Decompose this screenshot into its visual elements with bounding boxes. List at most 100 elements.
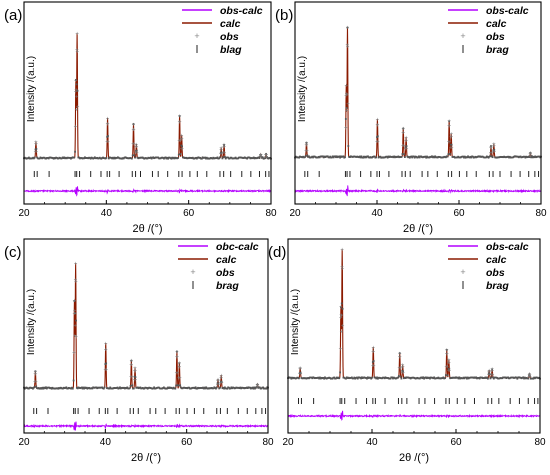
panel-label: (c) xyxy=(4,244,22,261)
obs-point xyxy=(344,156,346,159)
obs-point xyxy=(178,115,181,117)
obs-point: + xyxy=(340,330,344,336)
obs-point xyxy=(488,372,491,375)
obs-point xyxy=(466,156,469,159)
obs-point xyxy=(366,377,368,380)
obs-point: + xyxy=(135,144,139,150)
obs-point xyxy=(527,377,530,380)
obs-point xyxy=(133,154,136,157)
obs-point: + xyxy=(75,95,79,101)
legend-label: obs-calc xyxy=(486,5,529,17)
obs-point xyxy=(356,377,359,380)
obs-point: + xyxy=(106,122,110,128)
obs-point xyxy=(487,377,489,380)
obs-point xyxy=(345,106,348,109)
obs-point xyxy=(338,155,341,158)
obs-point: + xyxy=(219,381,223,387)
obs-point: + xyxy=(33,379,37,385)
obs-point xyxy=(103,386,106,389)
obs-point xyxy=(365,156,368,159)
obs-point: + xyxy=(74,278,78,284)
obs-point xyxy=(134,376,137,379)
obs-point: + xyxy=(132,142,136,148)
obs-point xyxy=(462,155,464,158)
obs-point: + xyxy=(490,372,494,378)
obs-point: + xyxy=(129,375,133,381)
obs-point: + xyxy=(175,355,179,361)
legend-label: calc xyxy=(216,254,237,266)
obs-point xyxy=(179,384,182,387)
obs-point: + xyxy=(339,313,343,319)
obs-point: + xyxy=(305,141,309,147)
obs-point xyxy=(128,387,131,390)
obs-point: + xyxy=(487,373,491,379)
legend-label: obs xyxy=(220,31,239,43)
obs-point: + xyxy=(74,280,78,286)
obs-point xyxy=(73,300,76,303)
obs-point xyxy=(71,387,74,390)
obs-point xyxy=(386,156,389,159)
obs-point: + xyxy=(177,365,181,371)
obs-point xyxy=(74,312,77,315)
obs-point: + xyxy=(376,140,380,146)
obs-point xyxy=(126,386,129,389)
x-axis-label: 2θ /(°) xyxy=(131,452,161,464)
obs-point: + xyxy=(447,358,451,364)
obs-point: + xyxy=(450,135,454,141)
obs-point xyxy=(219,156,221,159)
obs-point: + xyxy=(217,382,221,388)
obs-point xyxy=(457,377,460,380)
obs-point xyxy=(157,156,160,159)
obs-point xyxy=(223,387,225,390)
x-tick-label: 80 xyxy=(534,437,546,448)
obs-point xyxy=(76,387,79,390)
obs-point: + xyxy=(74,90,78,96)
obs-point xyxy=(340,302,343,305)
obs-point xyxy=(371,361,374,363)
obs-point: + xyxy=(34,370,38,376)
obs-point xyxy=(413,155,415,158)
obs-point xyxy=(376,376,378,379)
obs-point xyxy=(338,377,341,380)
obs-point xyxy=(319,376,321,379)
obs-point xyxy=(306,154,309,157)
obs-point: + xyxy=(448,369,452,375)
obs-point: + xyxy=(34,142,38,148)
legend-swatch-obs: + xyxy=(190,267,195,277)
obs-point xyxy=(221,157,224,160)
obs-point: + xyxy=(219,148,223,154)
obs-point: + xyxy=(75,108,79,114)
obs-point xyxy=(204,387,207,390)
obs-point: + xyxy=(104,348,108,354)
obs-point: + xyxy=(216,377,220,383)
obs-point xyxy=(491,368,494,371)
obs-point: + xyxy=(405,138,409,144)
obs-point: + xyxy=(529,153,533,159)
obs-point xyxy=(463,156,465,159)
obs-point xyxy=(360,377,362,380)
obs-point xyxy=(35,385,38,388)
obs-point xyxy=(305,141,308,144)
obs-point xyxy=(478,377,481,380)
obs-point: + xyxy=(344,126,348,132)
obs-point xyxy=(530,156,533,159)
x-tick-label: 20 xyxy=(18,208,30,219)
obs-point xyxy=(358,155,361,158)
obs-point: + xyxy=(528,372,532,378)
obs-point xyxy=(444,156,447,159)
legend-label: obs xyxy=(486,267,505,279)
difference-line xyxy=(23,421,269,432)
obs-point: + xyxy=(74,335,78,341)
obs-point: + xyxy=(372,350,376,356)
obs-point: + xyxy=(74,88,78,94)
obs-point xyxy=(217,382,220,385)
obs-point: + xyxy=(401,365,405,371)
obs-point: + xyxy=(305,143,309,149)
obs-point xyxy=(425,156,428,159)
obs-point xyxy=(424,155,427,158)
obs-point xyxy=(523,377,525,380)
obs-point: + xyxy=(304,149,308,155)
obs-point: + xyxy=(178,361,182,367)
obs-point xyxy=(522,376,525,379)
difference-line xyxy=(23,186,272,197)
